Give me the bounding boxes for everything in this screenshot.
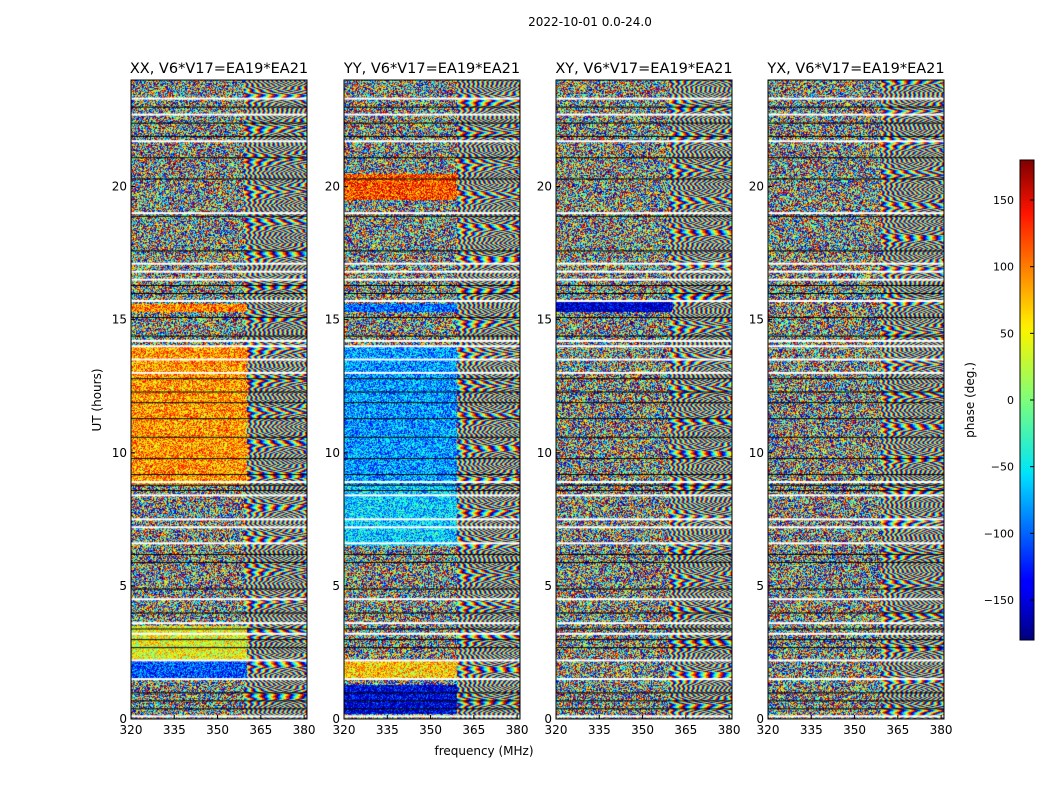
colorbar: 150 100 50 0 −50 −100 −150 phase (deg.) xyxy=(963,159,1035,641)
x-tick-label: 335 xyxy=(163,723,186,737)
colorbar-tick-label: 100 xyxy=(993,261,1014,274)
plot-frame xyxy=(343,79,521,720)
y-axis-label: UT (hours) xyxy=(90,368,104,431)
x-tick-label: 335 xyxy=(800,723,823,737)
x-tick-label: 320 xyxy=(333,723,356,737)
x-tick-label: 365 xyxy=(674,723,697,737)
y-tick-label: 10 xyxy=(537,446,552,460)
panel-title: YY, V6*V17=EA19*EA21 xyxy=(343,61,520,77)
y-tick-label: 15 xyxy=(325,313,340,327)
y-tick-label: 5 xyxy=(544,579,552,593)
heatmap-image xyxy=(131,80,307,719)
x-tick-label: 380 xyxy=(930,723,953,737)
colorbar-tick-label: 0 xyxy=(1007,394,1014,407)
x-tick-label: 365 xyxy=(249,723,272,737)
y-tick-label: 0 xyxy=(332,712,340,726)
y-tick-label: 0 xyxy=(544,712,552,726)
colorbar-tick-label: −50 xyxy=(991,461,1014,474)
y-tick-label: 20 xyxy=(749,180,764,194)
colorbar-tick-label: 150 xyxy=(993,194,1014,207)
x-tick-label: 350 xyxy=(631,723,654,737)
x-tick-label: 380 xyxy=(293,723,316,737)
x-tick-label: 320 xyxy=(757,723,780,737)
x-tick-label: 365 xyxy=(886,723,909,737)
y-tick-label: 5 xyxy=(332,579,340,593)
heatmap-panel: XY, V6*V17=EA19*EA21 320 335 350 365 380 0 5 10 1… xyxy=(537,61,741,737)
y-tick-label: 20 xyxy=(112,180,127,194)
y-tick-label: 15 xyxy=(537,313,552,327)
y-tick-label: 10 xyxy=(325,446,340,460)
heatmap-image xyxy=(344,80,520,719)
x-tick-label: 350 xyxy=(843,723,866,737)
y-tick-label: 0 xyxy=(756,712,764,726)
x-tick-label: 320 xyxy=(545,723,568,737)
colorbar-tick-label: 50 xyxy=(1000,327,1014,340)
x-tick-label: 320 xyxy=(120,723,143,737)
y-tick-label: 0 xyxy=(119,712,127,726)
x-tick-label: 335 xyxy=(376,723,399,737)
heatmap-image xyxy=(556,80,732,719)
x-tick-label: 380 xyxy=(506,723,529,737)
panel-title: YX, V6*V17=EA19*EA21 xyxy=(766,61,944,77)
y-tick-label: 10 xyxy=(112,446,127,460)
y-tick-label: 10 xyxy=(749,446,764,460)
heatmap-image xyxy=(768,80,944,719)
y-tick-label: 15 xyxy=(749,313,764,327)
y-tick-label: 5 xyxy=(756,579,764,593)
x-tick-label: 365 xyxy=(462,723,485,737)
heatmap-panel: XX, V6*V17=EA19*EA21 320 335 350 365 380 0 5 10 1… xyxy=(112,61,316,737)
y-tick-label: 20 xyxy=(537,180,552,194)
plot-frame xyxy=(555,79,733,720)
colorbar-label: phase (deg.) xyxy=(963,362,977,438)
x-axis-label: frequency (MHz) xyxy=(434,744,533,758)
heatmap-panel: YY, V6*V17=EA19*EA21 320 335 350 365 380 0 5 10 1… xyxy=(325,61,529,737)
x-tick-label: 380 xyxy=(718,723,741,737)
x-tick-label: 335 xyxy=(588,723,611,737)
panel-title: XY, V6*V17=EA19*EA21 xyxy=(555,61,732,77)
figure-suptitle: 2022-10-01 0.0-24.0 xyxy=(528,15,652,29)
x-tick-label: 350 xyxy=(206,723,229,737)
colorbar-ticks: 150 100 50 0 −50 −100 −150 xyxy=(984,194,1034,607)
y-tick-label: 15 xyxy=(112,313,127,327)
plot-frame xyxy=(767,79,945,720)
y-tick-label: 5 xyxy=(119,579,127,593)
heatmap-panel: YX, V6*V17=EA19*EA21 320 335 350 365 380 0 5 10 1… xyxy=(749,61,953,737)
heatmap-panels: XX, V6*V17=EA19*EA21 320 335 350 365 380 0 5 10 1… xyxy=(112,61,953,737)
x-tick-label: 350 xyxy=(419,723,442,737)
y-tick-label: 20 xyxy=(325,180,340,194)
plot-frame xyxy=(130,79,308,720)
panel-title: XX, V6*V17=EA19*EA21 xyxy=(130,61,308,77)
colorbar-tick-label: −100 xyxy=(984,527,1014,540)
colorbar-tick-label: −150 xyxy=(984,594,1014,607)
